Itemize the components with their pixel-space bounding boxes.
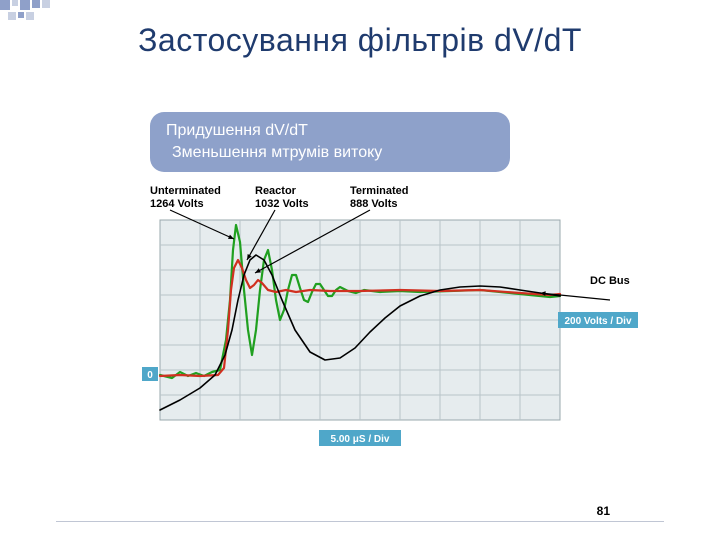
svg-text:5.00 μS / Div: 5.00 μS / Div — [331, 434, 390, 445]
page-number: 81 — [597, 504, 610, 518]
oscilloscope-chart: 0 200 Volts / Div 5.00 μS / Div Unterminate… — [100, 180, 640, 460]
info-box: Придушення dV/dT Зменьшення мтрумів вито… — [150, 112, 510, 172]
svg-text:Unterminated: Unterminated — [150, 185, 221, 197]
info-line-2: Зменьшення мтрумів витоку — [166, 144, 494, 162]
svg-text:0: 0 — [147, 370, 153, 381]
slide-title: Застосування фільтрів dV/dT — [0, 22, 720, 59]
svg-text:888 Volts: 888 Volts — [350, 198, 398, 210]
svg-text:200 Volts / Div: 200 Volts / Div — [564, 316, 632, 327]
footer-divider — [56, 521, 664, 522]
svg-text:DC Bus: DC Bus — [590, 275, 630, 287]
svg-text:Terminated: Terminated — [350, 185, 408, 197]
info-line-1: Придушення dV/dT — [166, 122, 494, 140]
svg-text:1264 Volts: 1264 Volts — [150, 198, 204, 210]
svg-text:1032 Volts: 1032 Volts — [255, 198, 309, 210]
svg-text:Reactor: Reactor — [255, 185, 297, 197]
chart-svg: 0 200 Volts / Div 5.00 μS / Div Unterminate… — [100, 180, 640, 460]
